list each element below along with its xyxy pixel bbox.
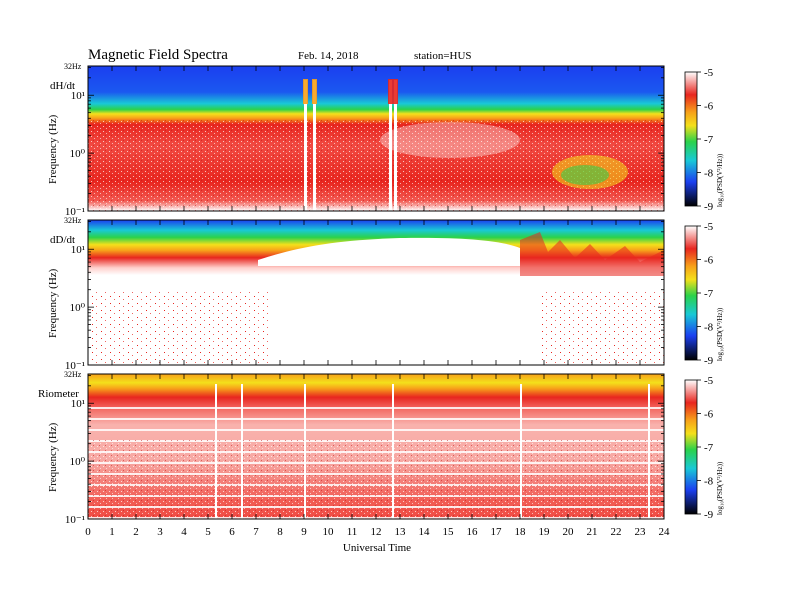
x-ticks (87, 66, 665, 211)
x-tick-label: 4 (181, 526, 187, 538)
burst-line (394, 80, 397, 211)
panel-dddt-colorbar-label: log₁₀(PSD(V²/Hz)) (716, 307, 724, 361)
x-tick-label: 11 (347, 526, 358, 538)
colorbar-tick-label: -6 (704, 101, 714, 113)
panel-dddt-top-label: 32Hz (64, 216, 82, 225)
date-label: Feb. 14, 2018 (298, 50, 359, 62)
panel-dddt-colorbar-ticks: -5 -6 -7 -8 -9 (697, 221, 714, 367)
panel-riometer: 32Hz Riometer Frequency (Hz) 10¹10⁰10⁻¹ … (38, 370, 724, 554)
station-label: station=HUS (414, 50, 472, 62)
colorbar-tick-label: -8 (704, 322, 714, 334)
panel-riometer-colorbar (684, 379, 698, 515)
y-tick-label: 10¹ (71, 244, 85, 256)
y-tick-label: 10⁰ (70, 456, 86, 468)
burst-line (304, 80, 307, 211)
x-tick-label: 5 (205, 526, 211, 538)
y-tick-label: 10⁰ (70, 148, 86, 160)
x-tick-label: 0 (85, 526, 91, 538)
x-tick-label: 7 (253, 526, 259, 538)
x-tick-label: 19 (539, 526, 551, 538)
panel-riometer-title: Riometer (38, 388, 79, 400)
y-tick-label: 10¹ (71, 398, 85, 410)
x-tick-label: 2 (133, 526, 139, 538)
panel-riometer-yaxis: 10¹ 10⁰ 10⁻¹ (65, 375, 664, 526)
panel-dhdt-yaxis: 10¹ 10⁰ 10⁻¹ (65, 67, 664, 218)
x-tick-label: 23 (635, 526, 647, 538)
colorbar-tick-label: -7 (704, 288, 714, 300)
panel-dddt-yaxis: 10¹ 10⁰ 10⁻¹ (65, 221, 664, 372)
x-tick-label: 24 (659, 526, 671, 538)
colorbar-tick-label: -9 (704, 509, 714, 521)
colorbar-tick-label: -8 (704, 476, 714, 488)
y-tick-label: 10⁻¹ (65, 360, 85, 372)
panel-riometer-colorbar-ticks: -5 -6 -7 -8 -9 (697, 375, 714, 521)
x-tick-label: 9 (301, 526, 307, 538)
y-tick-label: 10⁻¹ (65, 514, 85, 526)
x-tick-label: 22 (611, 526, 622, 538)
colorbar-tick-label: -6 (704, 255, 714, 267)
burst-line (389, 80, 392, 211)
panel-dddt-title: dD/dt (50, 234, 75, 246)
x-tick-label: 1 (109, 526, 115, 538)
x-tick-label: 16 (467, 526, 479, 538)
panel-dddt-ylabel: Frequency (Hz) (47, 268, 59, 338)
colorbar-tick-label: -6 (704, 409, 714, 421)
colorbar-tick-label: -9 (704, 201, 714, 213)
panel-dhdt-colorbar (684, 71, 698, 207)
x-ticks (87, 374, 665, 519)
panel-riometer-ylabel: Frequency (Hz) (47, 422, 59, 492)
colorbar-tick-label: -5 (704, 375, 714, 387)
x-tick-label: 20 (563, 526, 575, 538)
colorbar-tick-label: -5 (704, 67, 714, 79)
colorbar-tick-label: -7 (704, 442, 714, 454)
figure-title: Magnetic Field Spectra (88, 47, 228, 63)
x-ticks (87, 220, 665, 365)
x-tick-label: 10 (323, 526, 335, 538)
x-tick-label: 21 (587, 526, 598, 538)
x-tick-label: 18 (515, 526, 527, 538)
x-tick-label: 14 (419, 526, 431, 538)
x-tick-label: 13 (395, 526, 407, 538)
panel-dhdt-title: dH/dt (50, 80, 75, 92)
panel-dhdt-colorbar-ticks: -5 -6 -7 -8 -9 (697, 67, 714, 213)
x-tick-label: 8 (277, 526, 283, 538)
colorbar-tick-label: -5 (704, 221, 714, 233)
burst-line (313, 80, 316, 211)
panel-dhdt-ylabel: Frequency (Hz) (47, 114, 59, 184)
y-tick-label: 10⁻¹ (65, 206, 85, 218)
panel-dddt-colorbar (684, 225, 698, 361)
x-tick-label: 12 (371, 526, 382, 538)
panel-riometer-top-label: 32Hz (64, 370, 82, 379)
x-axis-tick-labels: 0 1 2 3 4 5 6 7 8 9 10 11 12 13 14 15 16 17 18 19 20 21 22 23 24 (85, 526, 670, 538)
x-tick-label: 15 (443, 526, 455, 538)
colorbar-tick-label: -8 (704, 168, 714, 180)
panel-dhdt-top-label: 32Hz (64, 62, 82, 71)
x-tick-label: 17 (491, 526, 503, 538)
colorbar-tick-label: -7 (704, 134, 714, 146)
colorbar-tick-label: -9 (704, 355, 714, 367)
x-tick-label: 3 (157, 526, 163, 538)
x-tick-label: 6 (229, 526, 235, 538)
panel-dhdt-colorbar-label: log₁₀(PSD(V²/Hz)) (716, 153, 724, 207)
y-tick-label: 10⁰ (70, 302, 86, 314)
y-tick-label: 10¹ (71, 90, 85, 102)
x-axis-label: Universal Time (343, 542, 411, 554)
panel-riometer-colorbar-label: log₁₀(PSD(V²/Hz)) (716, 461, 724, 515)
